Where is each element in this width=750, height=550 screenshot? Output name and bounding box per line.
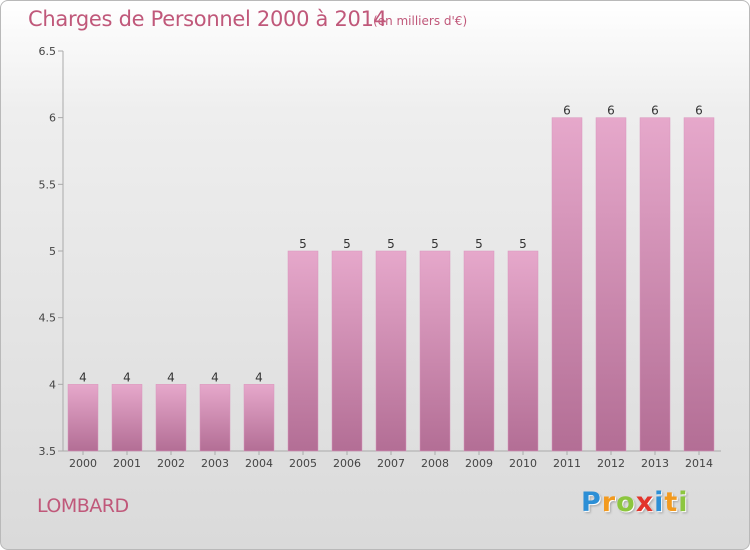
data-label: 5 xyxy=(299,237,307,251)
x-tick-label: 2012 xyxy=(597,457,625,470)
x-tick-label: 2007 xyxy=(377,457,405,470)
data-label: 4 xyxy=(167,370,175,384)
y-tick-label: 3.5 xyxy=(39,445,57,458)
y-tick-label: 6 xyxy=(49,112,56,125)
data-label: 6 xyxy=(607,104,615,118)
bar xyxy=(463,250,495,452)
logo-letter: o xyxy=(616,487,636,518)
logo-letter: x xyxy=(635,487,655,518)
x-tick-label: 2013 xyxy=(641,457,669,470)
data-label: 4 xyxy=(255,370,263,384)
x-tick-label: 2014 xyxy=(685,457,713,470)
y-tick-label: 5 xyxy=(49,245,56,258)
bar xyxy=(551,117,583,452)
y-tick-label: 4 xyxy=(49,378,56,391)
x-tick-label: 2005 xyxy=(289,457,317,470)
bar xyxy=(331,250,363,452)
bar xyxy=(111,384,143,452)
x-tick-label: 2010 xyxy=(509,457,537,470)
bar xyxy=(243,384,275,452)
bar xyxy=(287,250,319,452)
bar xyxy=(595,117,627,452)
data-label: 5 xyxy=(343,237,351,251)
data-label: 5 xyxy=(475,237,483,251)
x-tick-label: 2004 xyxy=(245,457,273,470)
bar xyxy=(683,117,715,452)
bar xyxy=(639,117,671,452)
x-tick-label: 2008 xyxy=(421,457,449,470)
logo-letter: P xyxy=(581,487,602,518)
data-label: 6 xyxy=(695,104,703,118)
bar xyxy=(199,384,231,452)
x-tick-label: 2011 xyxy=(553,457,581,470)
bar xyxy=(375,250,407,452)
data-label: 4 xyxy=(79,370,87,384)
data-label: 4 xyxy=(211,370,219,384)
data-label: 4 xyxy=(123,370,131,384)
logo-letter: t xyxy=(664,487,679,518)
bar xyxy=(67,384,99,452)
logo-letter: i xyxy=(654,487,665,518)
y-tick-label: 4.5 xyxy=(39,312,57,325)
x-tick-label: 2009 xyxy=(465,457,493,470)
proxiti-logo[interactable]: Proxiti xyxy=(581,487,689,518)
bar xyxy=(507,250,539,452)
y-tick-label: 6.5 xyxy=(39,45,57,58)
commune-name: LOMBARD xyxy=(37,495,129,517)
data-label: 5 xyxy=(431,237,439,251)
logo-letter: i xyxy=(678,487,689,518)
bar xyxy=(419,250,451,452)
y-tick-label: 5.5 xyxy=(39,178,57,191)
x-tick-label: 2003 xyxy=(201,457,229,470)
chart-title: Charges de Personnel 2000 à 2014 xyxy=(28,7,387,31)
data-label: 5 xyxy=(519,237,527,251)
x-tick-label: 2006 xyxy=(333,457,361,470)
data-label: 6 xyxy=(563,104,571,118)
data-label: 5 xyxy=(387,237,395,251)
x-tick-label: 2001 xyxy=(113,457,141,470)
x-tick-label: 2000 xyxy=(69,457,97,470)
data-label: 6 xyxy=(651,104,659,118)
x-tick-label: 2002 xyxy=(157,457,185,470)
chart-subtitle: (en milliers d'€) xyxy=(373,14,468,28)
logo-letter: r xyxy=(601,487,617,518)
bar xyxy=(155,384,187,452)
